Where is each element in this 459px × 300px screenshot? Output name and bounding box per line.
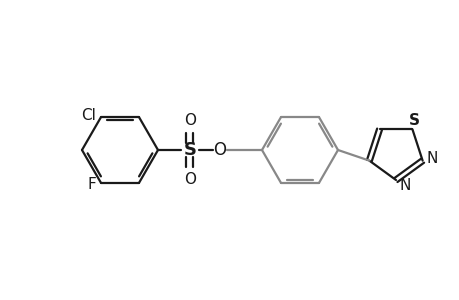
Text: S: S [408, 113, 419, 128]
Text: O: O [184, 172, 196, 188]
Text: N: N [398, 178, 410, 193]
Text: Cl: Cl [81, 108, 96, 123]
Text: F: F [87, 177, 96, 192]
Text: S: S [183, 141, 196, 159]
Text: O: O [184, 112, 196, 128]
Text: O: O [213, 141, 226, 159]
Text: N: N [426, 151, 437, 166]
